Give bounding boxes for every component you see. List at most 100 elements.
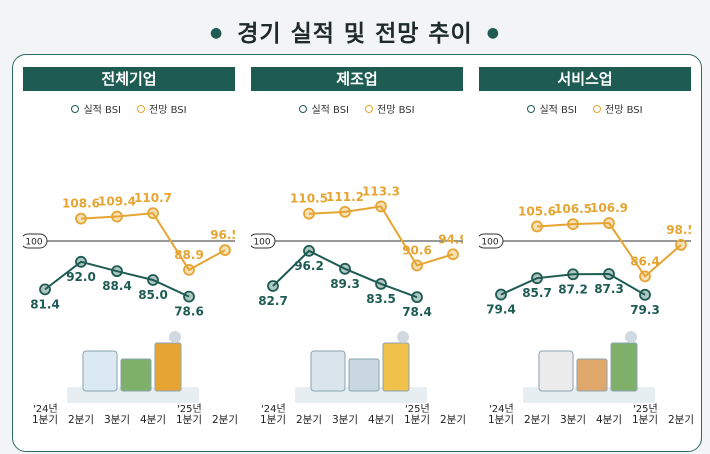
chart-legend: 실적 BSI 전망 BSI <box>23 101 235 116</box>
chart-title: 전체기업 <box>23 67 235 91</box>
actual-point <box>267 280 279 292</box>
x-tick-label: 4분기 <box>367 414 394 426</box>
actual-point <box>111 265 123 278</box>
illustration-building <box>576 358 608 392</box>
outlook-point <box>339 205 351 218</box>
year-label: '24년 <box>489 404 514 415</box>
bullet-icon: ● <box>486 25 500 41</box>
chart-panel: 전체기업 실적 BSI 전망 BSI 100 81.4 92.0 88.4 85.0 78.6 1… <box>23 67 238 447</box>
baseline-label: 100 <box>481 238 498 248</box>
outlook-value-label: 88.9 <box>174 248 204 262</box>
actual-value-label: 81.4 <box>30 297 60 311</box>
actual-point <box>375 277 387 290</box>
outlook-point <box>183 263 195 276</box>
actual-point <box>339 262 351 275</box>
legend-label-outlook: 전망 BSI <box>605 105 643 116</box>
outlook-point <box>531 220 543 233</box>
actual-value-label: 82.7 <box>258 294 288 308</box>
illustration-cloud-icon <box>625 331 637 343</box>
legend-marker-actual <box>527 104 536 113</box>
actual-value-label: 96.2 <box>294 259 324 273</box>
x-tick-label: 3분기 <box>559 414 586 426</box>
legend-item-actual: 실적 BSI <box>71 101 121 116</box>
x-tick-label: 2분기 <box>667 414 694 426</box>
illustration-building <box>348 358 380 392</box>
actual-value-label: 88.4 <box>102 279 132 293</box>
chart-panel: 제조업 실적 BSI 전망 BSI 100 82.7 96.2 89.3 83.5 78.4 11… <box>251 67 466 447</box>
x-tick-label: 1분기 <box>403 414 430 426</box>
outlook-point <box>639 270 651 283</box>
legend-marker-outlook <box>365 104 373 113</box>
actual-point <box>183 290 195 303</box>
page-title: ● 경기 실적 및 전망 추이 ● <box>0 14 710 48</box>
actual-value-label: 87.3 <box>594 282 624 296</box>
actual-value-label: 79.3 <box>630 303 660 317</box>
illustration-building <box>120 358 152 392</box>
actual-value-label: 92.0 <box>66 270 96 284</box>
illustration-building <box>538 350 574 392</box>
legend-label-actual: 실적 BSI <box>311 105 349 116</box>
actual-point <box>495 288 507 301</box>
actual-point <box>531 272 543 285</box>
outlook-point <box>675 238 687 251</box>
x-tick-label: 2분기 <box>439 414 466 426</box>
chart-title: 서비스업 <box>479 67 691 91</box>
illustration-building <box>610 342 638 392</box>
legend-label-outlook: 전망 BSI <box>377 105 415 116</box>
actual-value-label: 89.3 <box>330 277 360 291</box>
outlook-point <box>603 217 615 229</box>
x-tick-label: 3분기 <box>331 414 358 426</box>
outlook-value-label: 98.5 <box>666 223 691 237</box>
actual-point <box>567 268 579 281</box>
legend-item-outlook: 전망 BSI <box>137 101 187 116</box>
x-tick-label: 2분기 <box>211 414 238 426</box>
outlook-value-label: 105.6 <box>518 204 556 218</box>
year-label: '25년 <box>633 404 658 415</box>
outlook-value-label: 106.5 <box>554 202 592 216</box>
legend-item-outlook: 전망 BSI <box>593 101 643 116</box>
baseline-badge <box>23 233 48 249</box>
actual-series-line <box>272 249 418 299</box>
x-tick-label: 1분기 <box>175 414 202 426</box>
outlook-series-line <box>308 205 454 267</box>
x-tick-label: 4분기 <box>139 414 166 426</box>
legend-label-actual: 실적 BSI <box>83 105 121 116</box>
actual-point <box>639 288 651 301</box>
x-tick-label: 1분기 <box>487 414 514 426</box>
outlook-point <box>411 259 423 272</box>
actual-point <box>75 255 87 268</box>
baseline-badge <box>479 233 504 249</box>
legend-marker-outlook <box>137 104 145 113</box>
year-label: '24년 <box>261 404 286 415</box>
actual-point <box>39 283 51 296</box>
actual-value-label: 85.0 <box>138 288 168 302</box>
chart-legend: 실적 BSI 전망 BSI <box>479 101 691 116</box>
baseline-badge <box>251 233 276 249</box>
illustration-building <box>82 350 118 392</box>
legend-item-actual: 실적 BSI <box>299 101 349 116</box>
x-tick-label: 3분기 <box>103 414 130 426</box>
actual-point <box>147 274 159 286</box>
legend-label-outlook: 전망 BSI <box>149 105 187 116</box>
actual-point <box>411 291 423 304</box>
outlook-series-line <box>80 212 226 272</box>
illustration-building <box>382 342 410 392</box>
x-tick-label: 2분기 <box>295 414 322 426</box>
outlook-point <box>111 210 123 223</box>
actual-value-label: 87.2 <box>558 282 588 296</box>
actual-value-label: 79.4 <box>486 303 516 317</box>
legend-item-actual: 실적 BSI <box>527 101 577 116</box>
outlook-point <box>303 207 315 220</box>
outlook-value-label: 111.2 <box>326 190 364 204</box>
outlook-point <box>147 207 159 220</box>
actual-value-label: 78.6 <box>174 305 204 319</box>
actual-point <box>603 268 615 280</box>
outlook-point <box>75 212 87 225</box>
actual-value-label: 85.7 <box>522 286 552 300</box>
actual-value-label: 83.5 <box>366 292 396 306</box>
chart-legend: 실적 BSI 전망 BSI <box>251 101 463 116</box>
chart-title: 제조업 <box>251 67 463 91</box>
